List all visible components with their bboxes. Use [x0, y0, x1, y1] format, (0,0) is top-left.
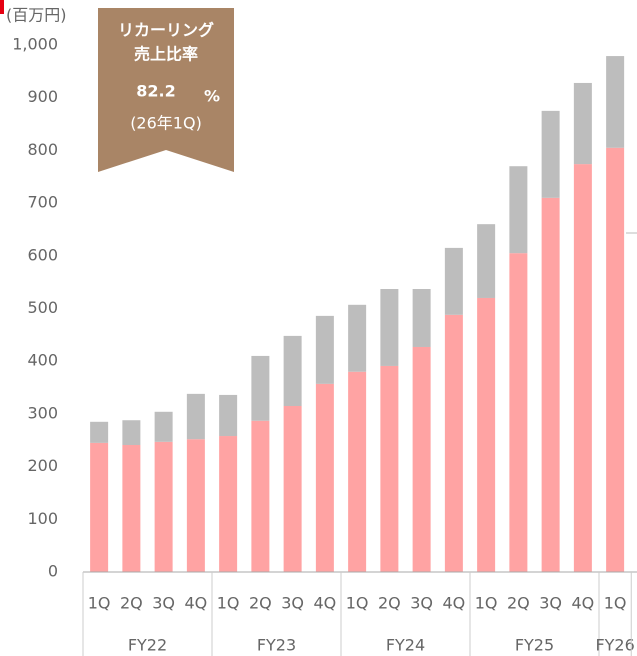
x-tick-label: 4Q [571, 594, 594, 613]
bar-segment [186, 439, 205, 572]
bar-segment [251, 355, 270, 421]
badge [98, 8, 234, 172]
x-tick-label: 4Q [442, 594, 465, 613]
y-tick-label: 100 [27, 509, 58, 528]
x-tick-label: 1Q [217, 594, 240, 613]
bar-segment [154, 411, 173, 442]
y-tick-label: 900 [27, 87, 58, 106]
y-tick-label: 200 [27, 456, 58, 475]
bar-segment [573, 164, 592, 573]
x-tick-label: 1Q [346, 594, 369, 613]
bar-segment [477, 297, 496, 572]
bar-segment [573, 82, 592, 165]
y-tick-label: 700 [27, 193, 58, 212]
bar-segment [348, 371, 367, 572]
badge-unit: % [204, 87, 220, 106]
x-tick-label: 2Q [507, 594, 530, 613]
bar-segment [606, 147, 625, 572]
x-tick-label: 1Q [604, 594, 627, 613]
bar-segment [315, 383, 334, 572]
badge-title: 売上比率 [134, 45, 198, 64]
bar-segment [541, 110, 560, 198]
y-tick-label: 400 [27, 351, 58, 370]
x-tick-label: 3Q [281, 594, 304, 613]
bar-segment [444, 314, 463, 572]
y-tick-label: 1,000 [12, 35, 58, 54]
bar-segment [283, 405, 302, 572]
bar-segment [122, 444, 141, 572]
group-label: FY22 [128, 636, 167, 655]
bar-segment [509, 253, 528, 573]
bar-segment [541, 197, 560, 572]
x-tick-label: 4Q [313, 594, 336, 613]
x-tick-label: 1Q [88, 594, 111, 613]
x-tick-label: 3Q [539, 594, 562, 613]
bar-segment [251, 420, 270, 572]
bar-segment [380, 365, 399, 572]
x-tick-label: 2Q [120, 594, 143, 613]
unit-label: (百万円) [6, 6, 67, 25]
bar-segment [186, 393, 205, 440]
accent-mark [0, 0, 4, 14]
bar-segment [606, 56, 625, 148]
bar-segment [90, 442, 109, 572]
y-tick-label: 500 [27, 298, 58, 317]
x-tick-label: 1Q [475, 594, 498, 613]
x-tick-label: 4Q [184, 594, 207, 613]
y-tick-label: 0 [48, 562, 58, 581]
bar-segment [477, 224, 496, 298]
x-tick-label: 3Q [410, 594, 433, 613]
y-tick-label: 800 [27, 140, 58, 159]
bar-segment [122, 420, 141, 445]
group-label: FY26 [595, 636, 634, 655]
bar-segment [219, 436, 238, 572]
y-tick-label: 600 [27, 245, 58, 264]
bar-segment [412, 289, 431, 347]
x-tick-label: 3Q [152, 594, 175, 613]
y-tick-label: 300 [27, 403, 58, 422]
bar-segment [412, 346, 431, 572]
bar-segment [90, 421, 109, 443]
x-tick-label: 2Q [378, 594, 401, 613]
badge-title: リカーリング [118, 21, 214, 40]
bar-segment [348, 304, 367, 372]
bar-segment [315, 315, 334, 384]
group-label: FY24 [386, 636, 425, 655]
bar-segment [283, 335, 302, 406]
bar-segment [219, 394, 238, 437]
x-tick-label: 2Q [249, 594, 272, 613]
group-label: FY23 [257, 636, 296, 655]
bar-segment [154, 441, 173, 572]
bar-segment [380, 289, 399, 366]
badge-value: 82.2 [136, 82, 175, 101]
bar-segment [444, 247, 463, 315]
bar-segment [509, 166, 528, 254]
badge-note: (26年1Q) [130, 114, 202, 133]
group-label: FY25 [515, 636, 554, 655]
